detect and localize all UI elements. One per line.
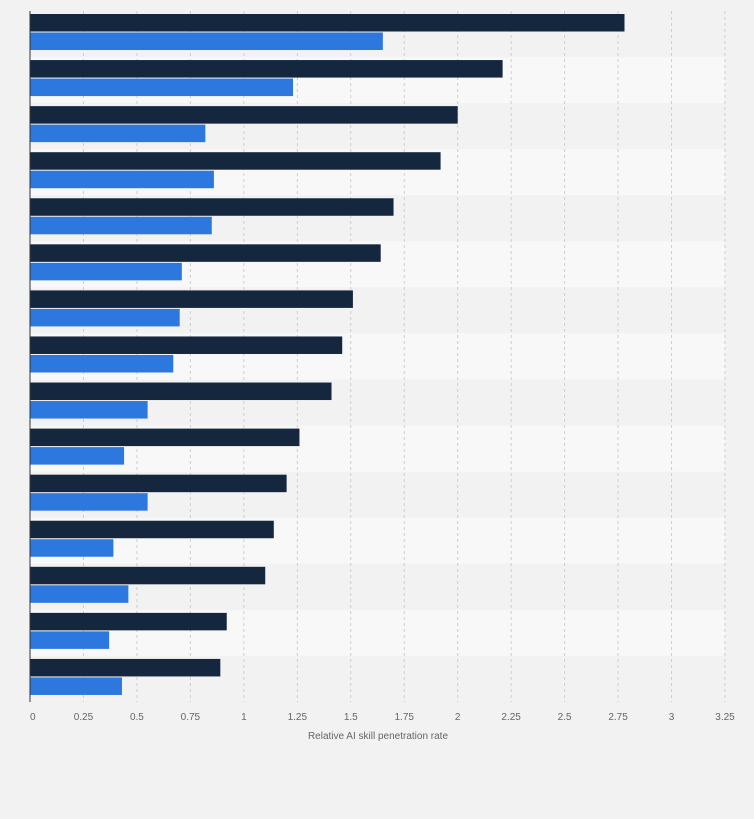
bar-series-2 xyxy=(30,539,114,557)
x-tick-label: 1 xyxy=(241,712,247,723)
x-tick-label: 2 xyxy=(455,712,461,723)
bar-series-2 xyxy=(30,32,383,51)
bar-series-2 xyxy=(30,354,174,373)
bar-series-2 xyxy=(30,308,180,327)
bar-series-2 xyxy=(30,677,122,695)
x-tick-label: 0.25 xyxy=(74,712,94,723)
x-tick-label: 1.75 xyxy=(394,712,414,723)
x-tick-label: 1.25 xyxy=(288,712,308,723)
bars xyxy=(30,14,625,695)
bar-series-1 xyxy=(30,60,503,78)
x-tick-labels: 0 0.25 0.5 0.75 1 1.25 1.5 1.75 2 2.25 2.5 2.75 3 3.2… xyxy=(30,712,735,723)
bar-series-1 xyxy=(30,198,394,216)
bar-series-1 xyxy=(30,612,227,631)
bar-series-1 xyxy=(30,244,381,262)
x-tick-label: 0.75 xyxy=(181,712,201,723)
bar-series-2 xyxy=(30,401,148,419)
x-tick-label: 3.25 xyxy=(715,712,735,723)
bar-series-1 xyxy=(30,14,625,32)
bar-series-1 xyxy=(30,336,343,354)
bar-series-2 xyxy=(30,170,214,189)
bar-series-2 xyxy=(30,78,294,97)
x-tick-label: 0.5 xyxy=(130,712,144,723)
x-tick-label: 0 xyxy=(30,712,36,723)
x-axis-label: Relative AI skill penetration rate xyxy=(308,731,449,742)
bar-series-1 xyxy=(30,658,221,677)
bar-series-1 xyxy=(30,106,458,124)
bar-series-2 xyxy=(30,216,212,235)
x-tick-label: 2.25 xyxy=(501,712,521,723)
bar-series-2 xyxy=(30,262,182,281)
bar-series-1 xyxy=(30,290,353,308)
x-tick-label: 1.5 xyxy=(344,712,358,723)
bar-series-2 xyxy=(30,447,125,465)
bar-series-1 xyxy=(30,474,287,493)
bar-series-2 xyxy=(30,124,206,143)
bar-series-2 xyxy=(30,493,148,511)
x-tick-label: 2.75 xyxy=(608,712,628,723)
bar-series-1 xyxy=(30,520,274,539)
bar-series-1 xyxy=(30,428,300,447)
bar-series-2 xyxy=(30,631,110,649)
bar-series-1 xyxy=(30,382,332,401)
x-tick-label: 2.5 xyxy=(558,712,572,723)
bar-series-2 xyxy=(30,585,129,603)
x-tick-label: 3 xyxy=(669,712,675,723)
bar-series-1 xyxy=(30,566,266,585)
bar-series-1 xyxy=(30,152,441,170)
